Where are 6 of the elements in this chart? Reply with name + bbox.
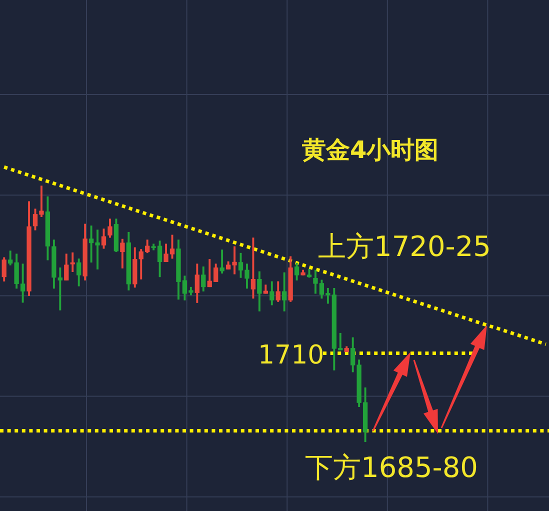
chart-title: 黄金4小时图 <box>301 136 439 164</box>
candlestick <box>58 267 62 310</box>
candlestick <box>70 252 75 272</box>
text: 下方1685-80 <box>305 451 478 484</box>
annotation: 1710 <box>258 340 324 370</box>
annotation: 上方1720-25 <box>318 230 491 263</box>
